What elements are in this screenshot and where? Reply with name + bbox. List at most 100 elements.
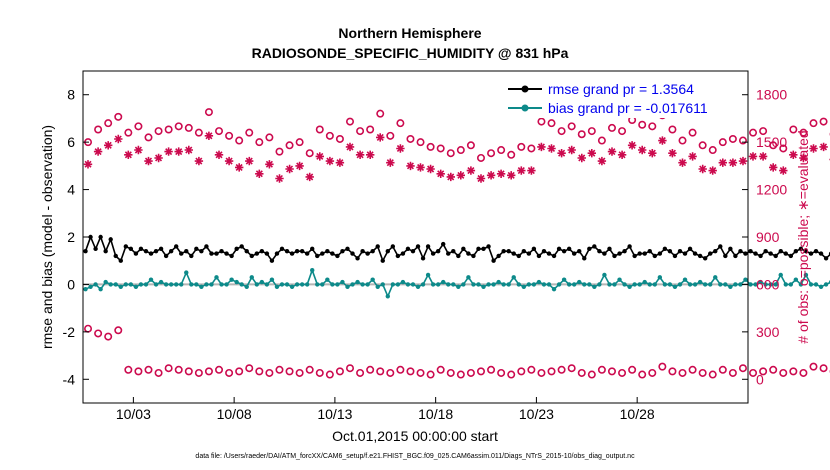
data-point [617,251,622,256]
data-point [497,146,506,155]
data-point [265,368,274,377]
data-point [778,272,783,278]
data-point [607,123,616,132]
data-point [269,258,275,263]
data-point [416,368,425,377]
data-point [154,127,163,136]
data-point [269,277,275,282]
data-point [144,133,153,142]
data-point [366,125,375,134]
data-point [451,282,456,287]
data-point [174,147,183,156]
data-point [315,282,320,287]
data-point [577,279,582,285]
data-point [672,284,678,289]
data-point [466,368,475,377]
data-point [607,367,616,376]
data-point [435,249,441,254]
data-point [582,256,587,261]
series-line [85,267,830,299]
data-point [648,149,657,158]
data-point [723,282,728,287]
data-point [380,282,385,287]
data-point [451,249,456,254]
data-point [315,253,320,259]
data-point [648,122,657,131]
data-point [108,282,113,287]
data-point [435,282,441,287]
data-point [400,251,406,256]
data-point [325,131,334,140]
data-point [436,169,445,178]
data-point [123,244,129,249]
data-point [507,171,516,180]
data-point [83,286,88,292]
data-point [647,249,652,254]
data-point [304,282,310,287]
data-point [587,127,596,136]
data-point [386,368,395,377]
data-point [335,282,340,287]
data-point [365,251,370,256]
data-point [501,249,506,254]
data-point [692,282,698,287]
data-point [536,253,542,259]
data-point [194,156,204,166]
data-point [93,282,98,287]
data-point [749,368,758,377]
series-rmse [83,234,830,263]
data-point [471,253,476,259]
data-point [184,367,193,376]
series-obs-possible [84,108,830,162]
data-point [134,122,143,131]
data-point [416,138,425,147]
data-point [370,277,375,282]
data-point [426,164,435,174]
data-point [88,234,93,240]
data-point [566,282,572,287]
data-point [456,253,461,259]
data-point [108,237,113,242]
data-point [541,249,547,254]
data-point [320,282,325,287]
data-point [114,326,123,335]
data-point [527,166,536,175]
data-point [420,256,426,261]
data-point [264,251,270,256]
data-point [657,275,663,280]
data-point [708,282,713,287]
data-point [189,282,194,287]
data-point [577,368,586,377]
data-point [708,251,713,256]
data-point [118,258,123,263]
data-point [738,249,743,254]
data-point [768,282,773,287]
data-point [521,284,527,289]
data-point [658,362,667,371]
data-point [209,282,214,287]
data-point [597,365,606,374]
data-point [239,244,244,249]
series-bias [83,267,830,299]
data-point [224,251,229,256]
y-tick-label: 4 [67,182,75,198]
data-point [773,282,778,287]
data-point [617,150,627,159]
data-point [163,253,169,259]
data-point [335,158,345,167]
data-point [668,149,677,158]
data-point [793,249,799,254]
x-tick-label: 10/18 [418,406,453,422]
data-point [234,279,239,285]
data-point [753,282,758,287]
data-point [517,142,526,151]
data-point [682,277,688,282]
data-point [259,249,265,254]
data-point [410,282,416,287]
data-point [571,282,577,287]
data-point [118,284,123,289]
data-point [254,282,260,287]
data-point [285,164,294,174]
data-point [577,249,582,254]
data-point [516,253,521,259]
